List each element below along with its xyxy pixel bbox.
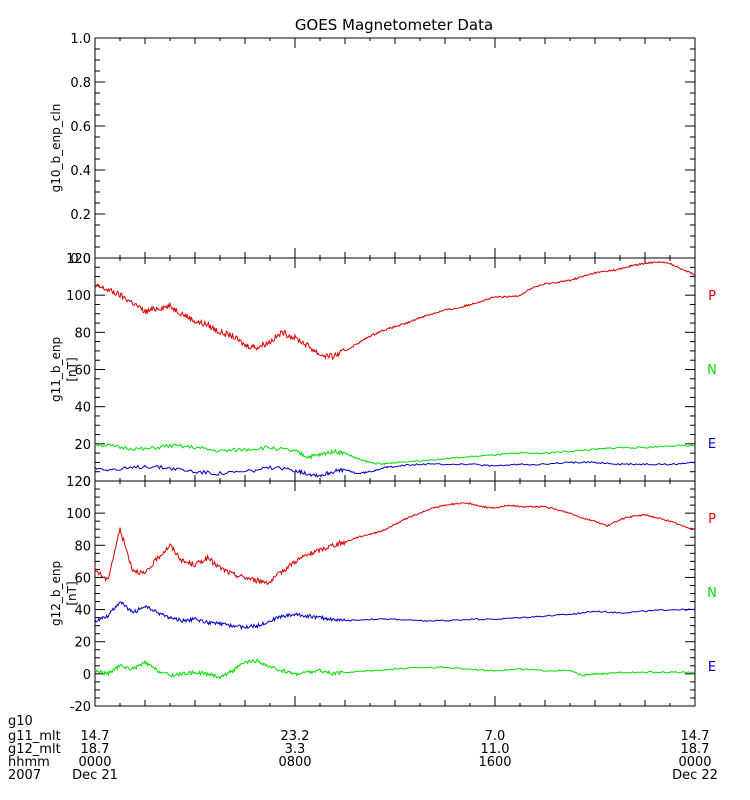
chart-title: GOES Magnetometer Data [295, 16, 493, 34]
y-axis-label: g11_b_enp [49, 337, 63, 402]
footer-row-label: g12_mlt [8, 742, 61, 757]
y-axis-units: [nT] [65, 357, 79, 381]
y-tick-label: 20 [74, 438, 91, 453]
y-tick-label: 120 [66, 475, 91, 490]
footer-date: Dec 21 [72, 768, 118, 783]
panel-2: -20 0 20 40 60 80 100 120 g12_b_enp [nT] P N E [49, 475, 717, 715]
y-tick-label: 40 [74, 604, 91, 619]
footer-g11-mlt: 14.7 [81, 729, 110, 744]
y-tick-label: 100 [66, 289, 91, 304]
y-tick-label: 0.0 [70, 252, 91, 267]
y-tick-label: 20 [74, 636, 91, 651]
footer-row-label: hhmm [8, 755, 50, 770]
y-tick-label: 60 [74, 571, 91, 586]
footer-row-label: 2007 [8, 768, 41, 783]
series-line-P [94, 260, 696, 361]
footer-g12-mlt: 3.3 [285, 742, 306, 757]
panels: 0.0 0.2 0.4 0.6 0.8 1.0 g10_b_enp_cln 0 20 40 60 80… [49, 32, 717, 715]
footer-date: Dec 22 [672, 768, 718, 783]
footer-hhmm: 0800 [278, 755, 311, 770]
panel-frame [94, 480, 696, 707]
y-tick-label: 60 [74, 364, 91, 379]
series-label-E: E [708, 437, 716, 452]
y-tick-label: 0.2 [70, 208, 91, 223]
series-label-E: E [708, 660, 716, 675]
series-line-E [94, 461, 696, 478]
panel-0: 0.0 0.2 0.4 0.6 0.8 1.0 g10_b_enp_cln [49, 32, 696, 267]
footer-hhmm: 0000 [78, 755, 111, 770]
y-axis-label: g12_b_enp [49, 561, 63, 626]
footer-g12-mlt: 18.7 [681, 742, 710, 757]
footer-g12-mlt: 11.0 [481, 742, 510, 757]
footer-g11-mlt: 23.2 [281, 729, 310, 744]
series-label-N: N [707, 586, 717, 601]
y-axis-units: [nT] [65, 581, 79, 605]
y-tick-label: 80 [74, 326, 91, 341]
y-tick-label: 120 [66, 252, 91, 267]
series-label-N: N [707, 363, 717, 378]
y-tick-label: 80 [74, 539, 91, 554]
series-line-P [94, 502, 696, 586]
footer-hhmm: 1600 [478, 755, 511, 770]
y-tick-label: -20 [70, 700, 91, 715]
y-tick-label: 1.0 [70, 32, 91, 47]
y-tick-label: 0 [83, 475, 91, 490]
footer-g12-mlt: 18.7 [81, 742, 110, 757]
time-axis-footer: g10g11_mltg12_mlthhmm200714.718.70000Dec… [8, 714, 718, 783]
y-tick-label: 0.8 [70, 76, 91, 91]
footer-hhmm: 0000 [678, 755, 711, 770]
y-axis-label: g10_b_enp_cln [49, 104, 63, 193]
series-label-P: P [708, 512, 716, 527]
footer-row-label: g11_mlt [8, 729, 61, 744]
y-tick-label: 100 [66, 507, 91, 522]
y-tick-label: 0.6 [70, 120, 91, 135]
y-tick-label: 0 [83, 668, 91, 683]
panel-frame [94, 257, 696, 482]
series-line-N [94, 442, 696, 466]
footer-g11-mlt: 14.7 [681, 729, 710, 744]
footer-g11-mlt: 7.0 [485, 729, 506, 744]
series-label-P: P [708, 289, 716, 304]
y-tick-label: 40 [74, 401, 91, 416]
footer-row-label: g10 [8, 714, 33, 729]
panel-frame [94, 37, 696, 259]
y-tick-label: 0.4 [70, 164, 91, 179]
series-line-E [94, 601, 696, 631]
series-line-N [94, 658, 696, 680]
panel-1: 0 20 40 60 80 100 120 g11_b_enp [nT] P N E [49, 252, 717, 490]
